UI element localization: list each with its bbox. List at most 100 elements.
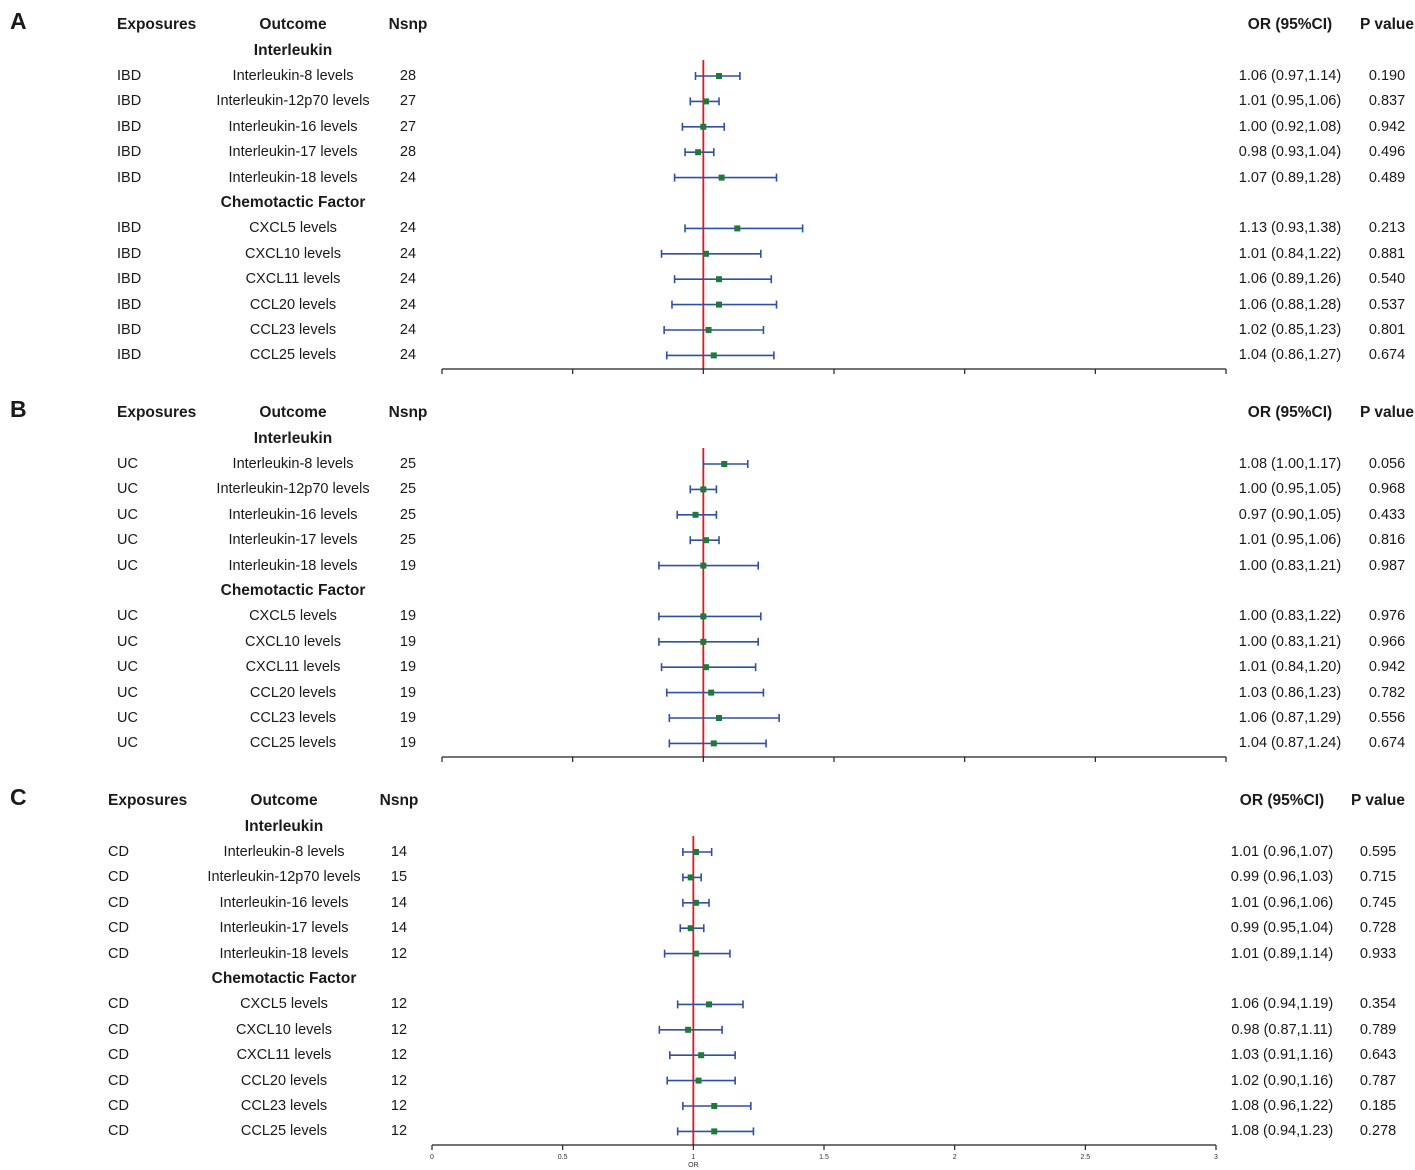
header-or-ci: OR (95%CI) xyxy=(1247,404,1333,421)
row-nsnp: 25 xyxy=(399,532,417,549)
row-or-ci: 1.01 (0.96,1.06) xyxy=(1230,894,1334,911)
row-outcome: CCL25 levels xyxy=(240,1123,328,1140)
header-outcome: Outcome xyxy=(250,792,318,809)
row-outcome: CXCL10 levels xyxy=(245,245,341,262)
row-outcome: CXCL10 levels xyxy=(245,633,341,650)
row-or-ci: 1.00 (0.83,1.21) xyxy=(1238,557,1342,574)
row-outcome: Interleukin-12p70 levels xyxy=(216,93,370,110)
row-outcome: CCL20 levels xyxy=(240,1072,328,1089)
row-exposure: CD xyxy=(108,920,129,937)
or-point xyxy=(692,511,699,518)
row-or-ci: 1.02 (0.90,1.16) xyxy=(1230,1072,1334,1089)
row-nsnp: 25 xyxy=(399,456,417,472)
row-p-value: 0.190 xyxy=(1368,68,1406,84)
row-nsnp: 12 xyxy=(390,1072,408,1089)
row-exposure: IBD xyxy=(117,144,142,161)
row-exposure: IBD xyxy=(117,347,142,364)
row-or-ci: 1.06 (0.88,1.28) xyxy=(1238,296,1342,313)
row-or-ci: 0.98 (0.93,1.04) xyxy=(1238,144,1342,161)
row-exposure: CD xyxy=(108,1098,129,1114)
or-point xyxy=(692,899,699,906)
row-exposure: IBD xyxy=(117,118,142,135)
row-nsnp: 28 xyxy=(399,144,417,161)
row-outcome: Interleukin-18 levels xyxy=(219,945,349,962)
or-point xyxy=(685,1026,692,1033)
row-nsnp: 19 xyxy=(399,557,417,574)
row-outcome: Interleukin-12p70 levels xyxy=(207,869,361,886)
panel-label: B xyxy=(10,396,27,422)
header-exposures: Exposures xyxy=(108,792,188,809)
row-p-value: 0.782 xyxy=(1368,684,1406,701)
or-point xyxy=(698,1052,705,1059)
row-nsnp: 14 xyxy=(390,844,408,860)
x-tick-label: 2 xyxy=(953,1154,957,1161)
or-point xyxy=(700,638,707,645)
header-nsnp: Nsnp xyxy=(379,792,419,809)
row-or-ci: 1.01 (0.95,1.06) xyxy=(1238,532,1342,549)
header-or-ci: OR (95%CI) xyxy=(1247,16,1333,33)
row-exposure: IBD xyxy=(117,245,142,262)
row-or-ci: 1.03 (0.91,1.16) xyxy=(1230,1047,1334,1064)
row-p-value: 0.674 xyxy=(1368,735,1406,752)
x-tick-label: 1 xyxy=(691,1154,695,1161)
or-point xyxy=(687,874,694,881)
row-or-ci: 1.04 (0.86,1.27) xyxy=(1238,347,1342,364)
row-nsnp: 24 xyxy=(399,296,417,313)
row-exposure: CD xyxy=(108,844,129,860)
header-outcome: Outcome xyxy=(259,404,327,421)
row-nsnp: 24 xyxy=(399,322,417,338)
row-nsnp: 12 xyxy=(390,1047,408,1064)
or-point xyxy=(718,174,725,181)
row-p-value: 0.728 xyxy=(1359,920,1397,937)
row-p-value: 0.278 xyxy=(1359,1123,1397,1140)
or-point xyxy=(721,461,728,467)
section-title: Interleukin xyxy=(253,41,333,59)
row-nsnp: 14 xyxy=(390,920,408,937)
row-exposure: UC xyxy=(117,532,138,549)
row-exposure: UC xyxy=(117,633,138,650)
row-exposure: UC xyxy=(117,557,138,574)
row-outcome: CXCL11 levels xyxy=(236,1047,332,1064)
row-p-value: 0.881 xyxy=(1368,245,1406,262)
or-point xyxy=(692,849,699,855)
row-nsnp: 12 xyxy=(390,1098,408,1114)
row-outcome: Interleukin-8 levels xyxy=(232,68,354,84)
row-or-ci: 0.97 (0.90,1.05) xyxy=(1238,506,1342,523)
row-or-ci: 0.98 (0.87,1.11) xyxy=(1231,1021,1333,1038)
row-p-value: 0.715 xyxy=(1359,869,1397,886)
row-or-ci: 1.01 (0.84,1.20) xyxy=(1238,659,1342,676)
row-outcome: CXCL11 levels xyxy=(245,659,341,676)
row-outcome: CCL23 levels xyxy=(249,322,337,338)
panel-label: C xyxy=(10,784,27,810)
row-nsnp: 25 xyxy=(399,481,417,498)
section-title: Interleukin xyxy=(244,817,324,835)
row-exposure: IBD xyxy=(117,93,142,110)
row-nsnp: 24 xyxy=(399,220,417,237)
row-or-ci: 1.06 (0.87,1.29) xyxy=(1238,710,1342,726)
row-exposure: CD xyxy=(108,1047,129,1064)
row-outcome: Interleukin-16 levels xyxy=(219,894,349,911)
row-outcome: CCL25 levels xyxy=(249,347,337,364)
row-exposure: CD xyxy=(108,1072,129,1089)
or-point xyxy=(711,1103,718,1109)
row-p-value: 0.433 xyxy=(1368,506,1406,523)
row-nsnp: 25 xyxy=(399,506,417,523)
x-tick-label: 3 xyxy=(1214,1154,1218,1161)
row-nsnp: 24 xyxy=(399,347,417,364)
row-outcome: Interleukin-8 levels xyxy=(232,456,354,472)
section-title: Interleukin xyxy=(253,429,333,447)
header-outcome: Outcome xyxy=(259,16,327,33)
row-exposure: CD xyxy=(108,996,129,1013)
row-p-value: 0.745 xyxy=(1359,894,1397,911)
row-or-ci: 1.06 (0.89,1.26) xyxy=(1238,271,1342,288)
row-exposure: CD xyxy=(108,869,129,886)
row-p-value: 0.789 xyxy=(1359,1021,1397,1038)
row-exposure: IBD xyxy=(117,322,142,338)
row-or-ci: 1.03 (0.86,1.23) xyxy=(1238,684,1342,701)
or-point xyxy=(702,664,709,671)
row-nsnp: 24 xyxy=(399,245,417,262)
row-p-value: 0.933 xyxy=(1359,945,1397,962)
row-nsnp: 24 xyxy=(399,271,417,288)
row-p-value: 0.966 xyxy=(1368,633,1406,650)
